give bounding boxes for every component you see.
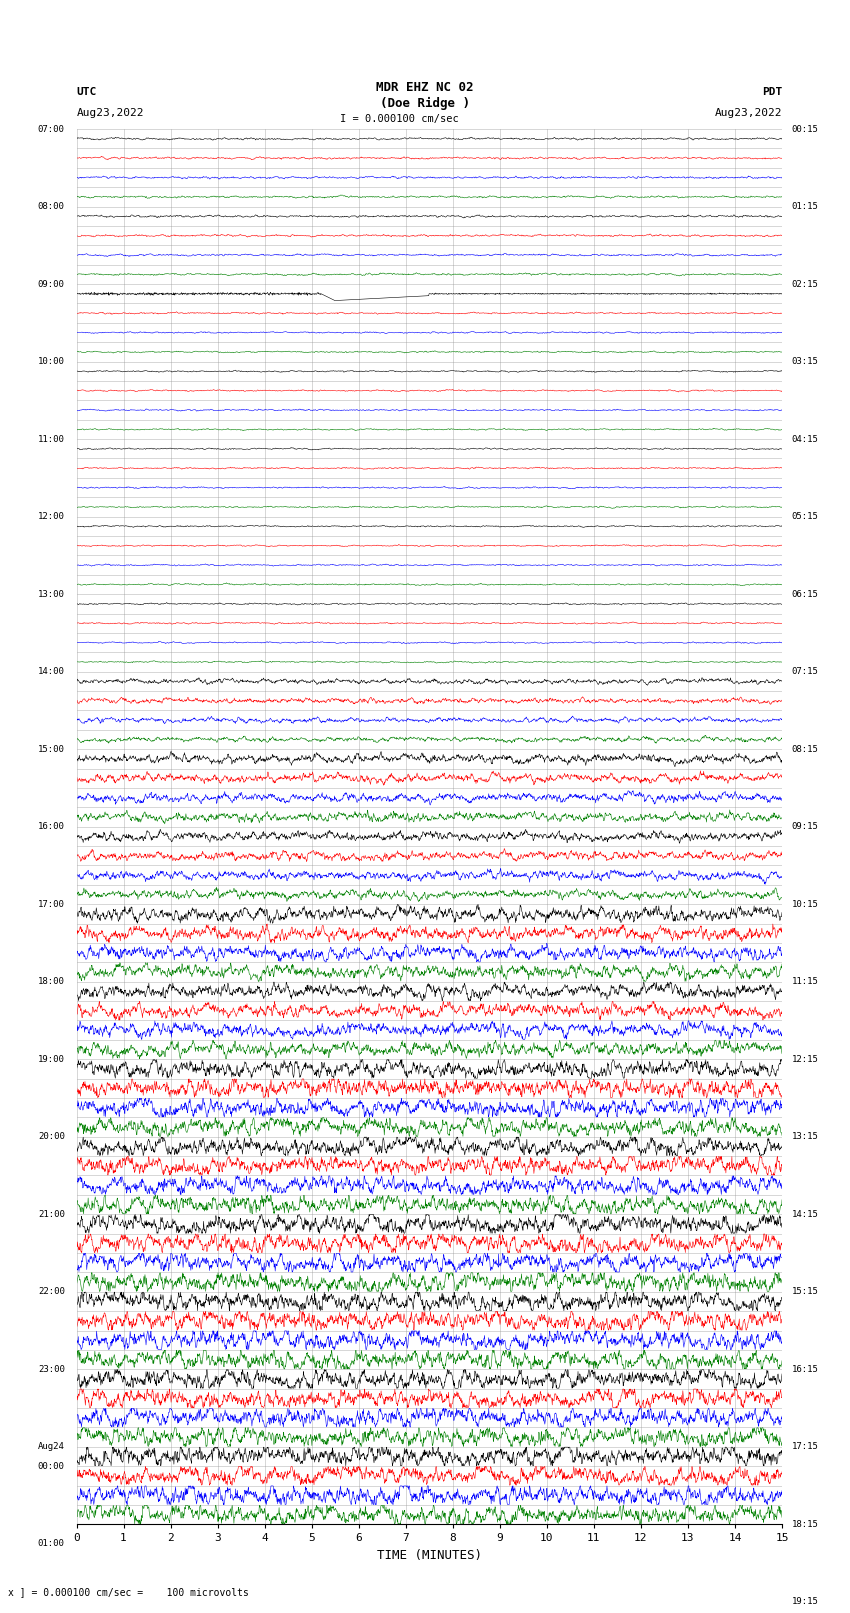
Text: 21:00: 21:00 (38, 1210, 65, 1219)
Text: 03:15: 03:15 (791, 356, 819, 366)
Text: (Doe Ridge ): (Doe Ridge ) (380, 97, 470, 110)
Text: 10:00: 10:00 (38, 356, 65, 366)
Text: 08:00: 08:00 (38, 202, 65, 211)
Text: 14:00: 14:00 (38, 668, 65, 676)
Text: Aug24: Aug24 (38, 1442, 65, 1452)
Text: 02:15: 02:15 (791, 279, 819, 289)
Text: 18:15: 18:15 (791, 1519, 819, 1529)
Text: 23:00: 23:00 (38, 1365, 65, 1374)
Text: 00:00: 00:00 (38, 1461, 65, 1471)
Text: 19:15: 19:15 (791, 1597, 819, 1607)
Text: 13:15: 13:15 (791, 1132, 819, 1142)
Text: 01:00: 01:00 (38, 1539, 65, 1548)
Text: 07:15: 07:15 (791, 668, 819, 676)
Text: x ] = 0.000100 cm/sec =    100 microvolts: x ] = 0.000100 cm/sec = 100 microvolts (8, 1587, 249, 1597)
Text: 00:15: 00:15 (791, 124, 819, 134)
Text: PDT: PDT (762, 87, 782, 97)
Text: 11:15: 11:15 (791, 977, 819, 986)
Text: Aug23,2022: Aug23,2022 (715, 108, 782, 118)
Text: 06:15: 06:15 (791, 590, 819, 598)
Text: 07:00: 07:00 (38, 124, 65, 134)
Text: UTC: UTC (76, 87, 97, 97)
Text: 16:15: 16:15 (791, 1365, 819, 1374)
Text: 22:00: 22:00 (38, 1287, 65, 1297)
Text: 19:00: 19:00 (38, 1055, 65, 1063)
Text: 20:00: 20:00 (38, 1132, 65, 1142)
Text: 15:15: 15:15 (791, 1287, 819, 1297)
Text: 08:15: 08:15 (791, 745, 819, 753)
Text: 09:15: 09:15 (791, 823, 819, 831)
X-axis label: TIME (MINUTES): TIME (MINUTES) (377, 1548, 482, 1561)
Text: 04:15: 04:15 (791, 434, 819, 444)
Text: 12:00: 12:00 (38, 511, 65, 521)
Text: Aug23,2022: Aug23,2022 (76, 108, 144, 118)
Text: 05:15: 05:15 (791, 511, 819, 521)
Text: 09:00: 09:00 (38, 279, 65, 289)
Text: 11:00: 11:00 (38, 434, 65, 444)
Text: 16:00: 16:00 (38, 823, 65, 831)
Text: 10:15: 10:15 (791, 900, 819, 908)
Text: MDR EHZ NC 02: MDR EHZ NC 02 (377, 81, 473, 94)
Text: 12:15: 12:15 (791, 1055, 819, 1063)
Text: 14:15: 14:15 (791, 1210, 819, 1219)
Text: 17:00: 17:00 (38, 900, 65, 908)
Text: I = 0.000100 cm/sec: I = 0.000100 cm/sec (340, 115, 459, 124)
Text: 15:00: 15:00 (38, 745, 65, 753)
Text: 17:15: 17:15 (791, 1442, 819, 1452)
Text: 13:00: 13:00 (38, 590, 65, 598)
Text: 18:00: 18:00 (38, 977, 65, 986)
Text: 01:15: 01:15 (791, 202, 819, 211)
